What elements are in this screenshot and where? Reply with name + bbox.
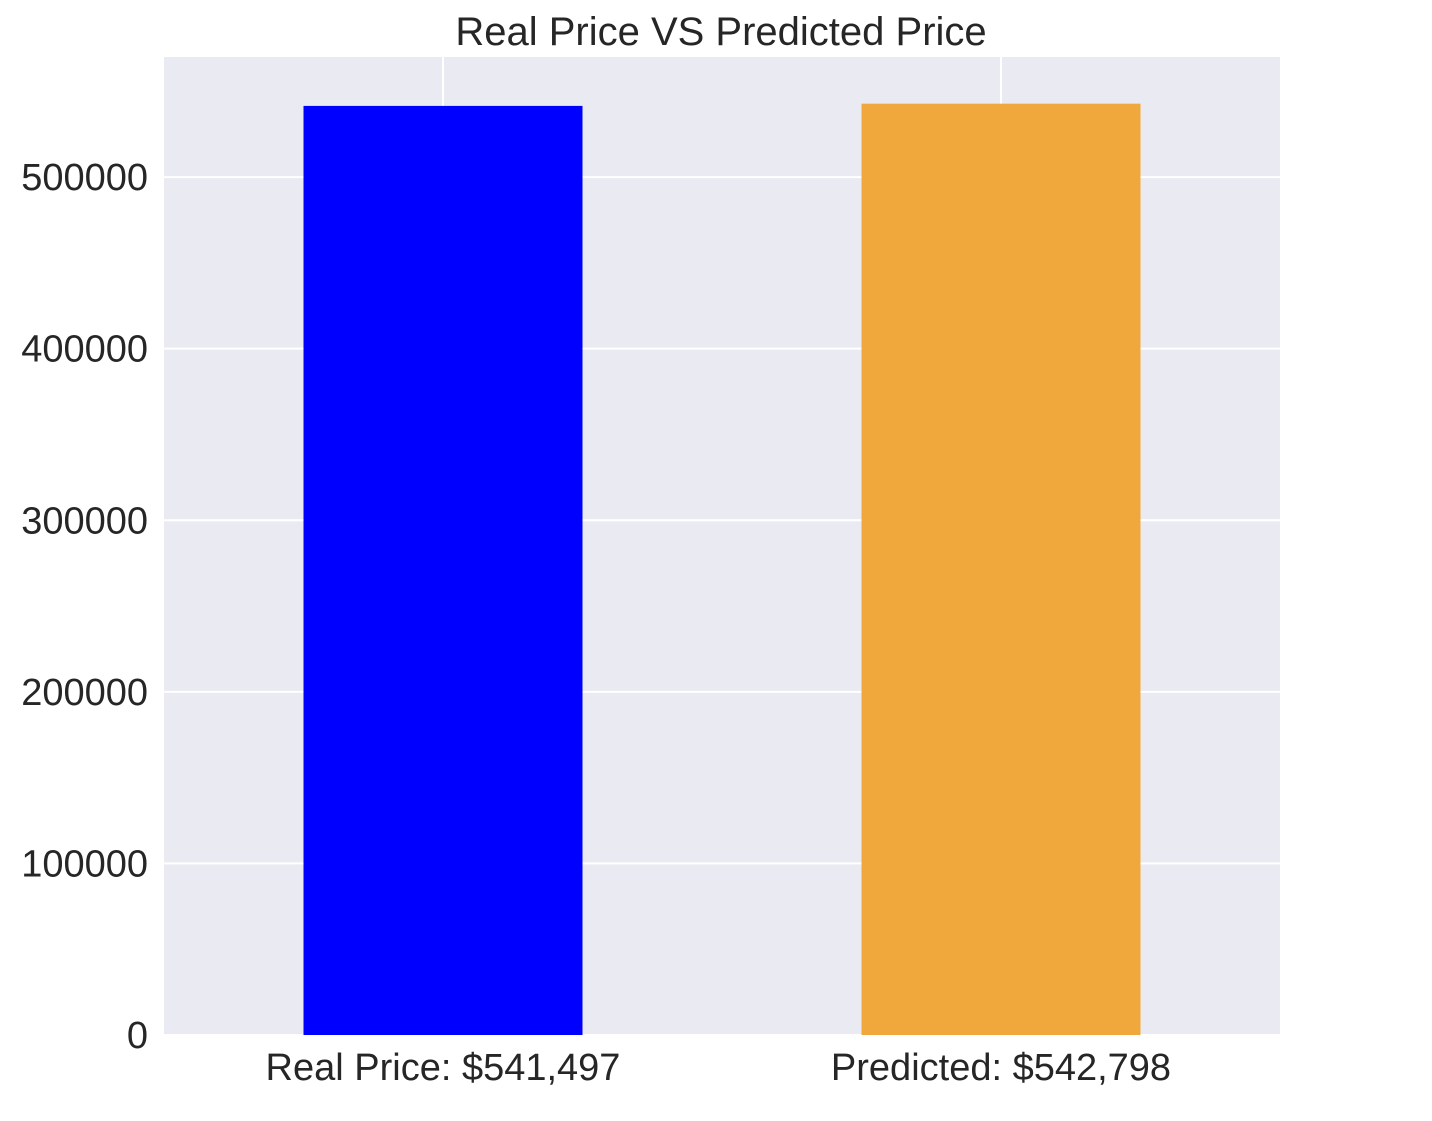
chart-title: Real Price VS Predicted Price bbox=[455, 10, 986, 54]
x-axis-ticks: Real Price: $541,497 Predicted: $542,798 bbox=[266, 1047, 1172, 1089]
bars bbox=[303, 103, 1141, 1035]
y-tick-label: 500000 bbox=[21, 157, 148, 199]
y-tick-label: 400000 bbox=[21, 329, 148, 371]
y-tick-label: 0 bbox=[127, 1015, 148, 1057]
x-tick-label: Predicted: $542,798 bbox=[831, 1047, 1171, 1089]
x-tick-label: Real Price: $541,497 bbox=[266, 1047, 621, 1089]
bar-1 bbox=[861, 103, 1141, 1035]
bar-0 bbox=[303, 105, 583, 1035]
y-tick-label: 300000 bbox=[21, 500, 148, 542]
y-tick-label: 100000 bbox=[21, 843, 148, 885]
y-axis-ticks: 0 100000 200000 300000 400000 500000 bbox=[21, 157, 148, 1057]
y-tick-label: 200000 bbox=[21, 672, 148, 714]
